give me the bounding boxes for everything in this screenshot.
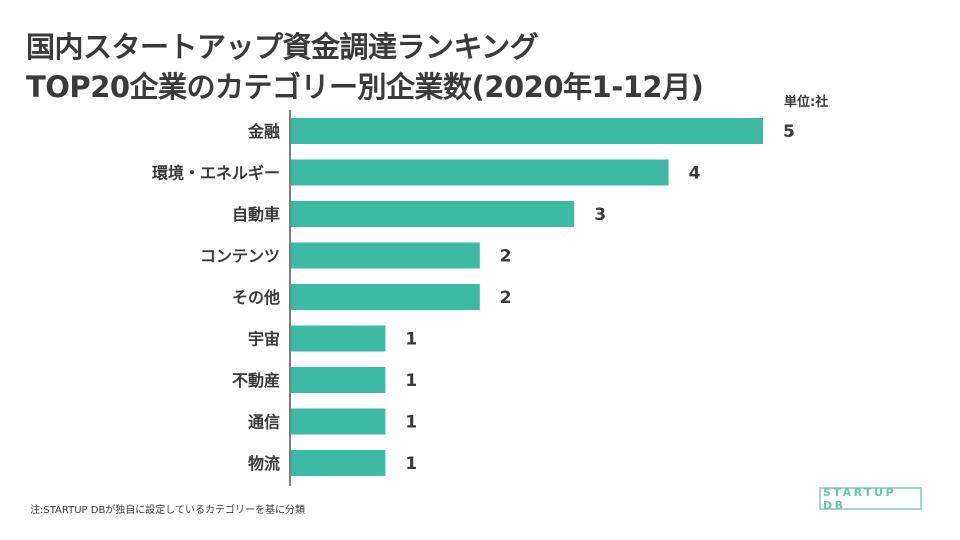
category-label: 不動産 (232, 371, 280, 390)
value-label: 1 (405, 330, 417, 350)
bar (291, 159, 669, 186)
value-label: 1 (405, 413, 417, 433)
unit-label: 単位:社 (784, 95, 829, 110)
bar (291, 408, 386, 435)
value-label: 5 (783, 122, 795, 142)
value-label: 2 (500, 288, 512, 308)
bar (291, 325, 386, 352)
startup-db-logo: STARTUP DB (819, 486, 922, 512)
category-label: 物流 (248, 454, 280, 473)
category-label: その他 (232, 288, 280, 307)
value-label: 4 (689, 164, 701, 184)
value-label: 1 (405, 371, 417, 391)
value-label: 3 (594, 205, 606, 225)
bar (291, 367, 386, 393)
value-label: 1 (405, 454, 417, 474)
chart-title-line-2: TOP20企業のカテゴリー別企業数(2020年1-12月) (26, 70, 704, 104)
category-label: 金融 (247, 122, 280, 141)
category-label: 宇宙 (248, 330, 280, 349)
bar (291, 201, 575, 227)
category-label: 自動車 (232, 205, 280, 224)
bar (291, 118, 763, 144)
bar (291, 242, 480, 269)
footnote: 注:STARTUP DBが独自に設定しているカテゴリーを基に分類 (30, 505, 306, 516)
category-label: 通信 (248, 413, 280, 432)
value-label: 2 (500, 247, 512, 267)
chart-title-line-1: 国内スタートアップ資金調達ランキング (26, 30, 539, 64)
category-label: コンテンツ (200, 247, 280, 266)
bar (291, 450, 386, 476)
bar (291, 284, 480, 310)
category-label: 環境・エネルギー (152, 164, 280, 183)
